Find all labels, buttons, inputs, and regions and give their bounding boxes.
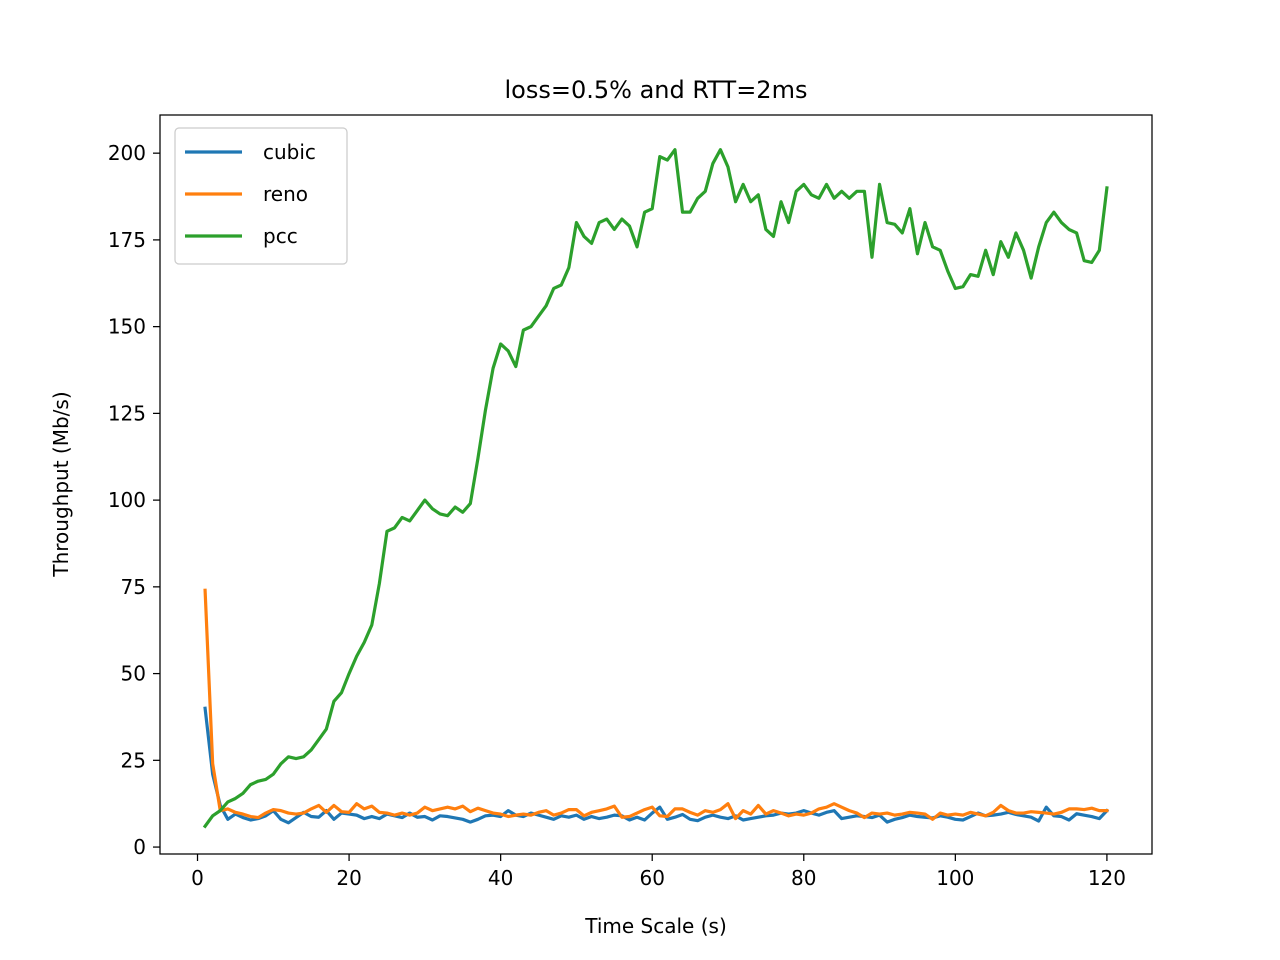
x-axis-label: Time Scale (s) — [584, 914, 727, 938]
series-layer — [202, 148, 1110, 829]
axes-frame — [159, 114, 1153, 855]
y-axis-label: Throughput (Mb/s) — [49, 391, 73, 577]
x-tick-label: 120 — [1088, 866, 1126, 890]
y-tick-label: 150 — [108, 315, 146, 339]
series-line-pcc — [202, 148, 1109, 829]
y-tick-label: 175 — [108, 228, 146, 252]
x-axis: 0 20 40 60 80 100 120 — [191, 854, 1126, 890]
y-tick-label: 0 — [133, 835, 146, 859]
series-line-reno — [203, 588, 1109, 821]
legend-label-cubic: cubic — [263, 140, 316, 164]
legend-label-reno: reno — [263, 182, 308, 206]
x-tick-label: 100 — [936, 866, 974, 890]
y-tick-label: 200 — [108, 141, 146, 165]
x-tick-label: 20 — [336, 866, 361, 890]
legend-box — [174, 127, 348, 265]
y-tick-label: 75 — [121, 575, 146, 599]
legend-label-pcc: pcc — [263, 224, 298, 248]
y-tick-label: 50 — [121, 662, 146, 686]
y-tick-label: 25 — [121, 748, 146, 772]
x-tick-label: 80 — [791, 866, 816, 890]
y-tick-label: 100 — [108, 488, 146, 512]
x-tick-label: 40 — [488, 866, 513, 890]
legend: cubic reno pcc — [174, 127, 348, 265]
x-tick-label: 0 — [191, 866, 204, 890]
chart-title: loss=0.5% and RTT=2ms — [505, 76, 808, 104]
y-tick-label: 125 — [108, 401, 146, 425]
y-axis: 0 25 50 75 100 125 150 175 200 — [108, 141, 160, 859]
x-tick-label: 60 — [639, 866, 664, 890]
